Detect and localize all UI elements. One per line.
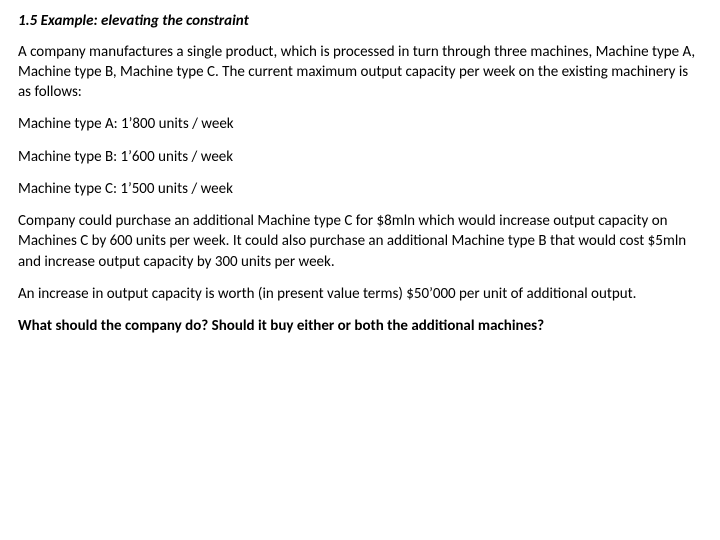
purchase-paragraph: Company could purchase an additional Mac… [18, 211, 702, 272]
value-paragraph: An increase in output capacity is worth … [18, 284, 702, 304]
document-page: 1.5 Example: elevating the constraint A … [0, 0, 720, 366]
capacity-line-c: Machine type C: 1’500 units / week [18, 179, 702, 199]
capacity-line-a: Machine type A: 1’800 units / week [18, 114, 702, 134]
intro-paragraph: A company manufactures a single product,… [18, 42, 702, 103]
capacity-line-b: Machine type B: 1’600 units / week [18, 147, 702, 167]
question-paragraph: What should the company do? Should it bu… [18, 316, 702, 336]
section-heading: 1.5 Example: elevating the constraint [18, 12, 702, 32]
